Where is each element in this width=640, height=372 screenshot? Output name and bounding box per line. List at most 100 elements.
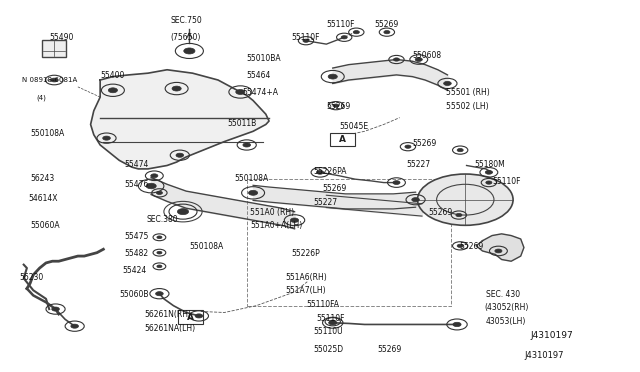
Text: N 08918-6081A: N 08918-6081A xyxy=(22,77,77,83)
Circle shape xyxy=(157,251,162,254)
Text: 55482: 55482 xyxy=(124,249,148,258)
Circle shape xyxy=(353,31,360,34)
Text: (43052(RH): (43052(RH) xyxy=(484,304,529,312)
Text: 551A7(LH): 551A7(LH) xyxy=(285,286,326,295)
Text: (4): (4) xyxy=(36,94,46,100)
Circle shape xyxy=(485,170,492,174)
FancyBboxPatch shape xyxy=(42,40,67,57)
Text: 55501 (RH): 55501 (RH) xyxy=(445,88,490,97)
Text: 550108A: 550108A xyxy=(30,129,64,138)
Circle shape xyxy=(412,198,419,202)
Text: 55269: 55269 xyxy=(428,208,452,217)
Text: 55400: 55400 xyxy=(100,71,125,80)
Text: 55269: 55269 xyxy=(374,20,399,29)
Circle shape xyxy=(172,86,181,91)
Text: 55474+A: 55474+A xyxy=(243,88,278,97)
Circle shape xyxy=(333,104,339,107)
Text: 55110F: 55110F xyxy=(291,33,320,42)
Circle shape xyxy=(176,153,184,157)
Circle shape xyxy=(156,292,163,296)
Text: 55269: 55269 xyxy=(412,140,436,148)
Text: 55476: 55476 xyxy=(124,180,148,189)
Circle shape xyxy=(303,39,309,42)
Text: 55060A: 55060A xyxy=(30,221,60,230)
Circle shape xyxy=(444,81,451,86)
Text: 43053(LH): 43053(LH) xyxy=(486,317,526,326)
Text: 56230: 56230 xyxy=(19,273,44,282)
Text: (75650): (75650) xyxy=(170,33,200,42)
Circle shape xyxy=(495,249,502,253)
Text: 55464: 55464 xyxy=(246,71,271,80)
Text: 55475: 55475 xyxy=(124,232,148,241)
Circle shape xyxy=(453,322,461,327)
Text: 55110FA: 55110FA xyxy=(306,300,339,309)
Circle shape xyxy=(157,236,162,239)
Polygon shape xyxy=(91,70,269,169)
Circle shape xyxy=(384,31,390,34)
Text: 550108A: 550108A xyxy=(234,174,268,183)
Text: A: A xyxy=(186,313,193,322)
Text: 55424: 55424 xyxy=(122,266,147,275)
Circle shape xyxy=(151,174,158,178)
Circle shape xyxy=(405,145,411,148)
Circle shape xyxy=(316,170,324,174)
Text: SEC. 430: SEC. 430 xyxy=(486,290,520,299)
Text: 55474: 55474 xyxy=(124,160,148,169)
Circle shape xyxy=(102,136,110,140)
Text: 55269: 55269 xyxy=(459,242,483,251)
Circle shape xyxy=(243,143,250,147)
Text: 55490: 55490 xyxy=(49,33,74,42)
Text: 55010BA: 55010BA xyxy=(246,54,282,63)
Circle shape xyxy=(341,36,348,39)
Text: 55045E: 55045E xyxy=(339,122,368,131)
Text: 56261N(RH): 56261N(RH) xyxy=(145,310,192,319)
Text: 550108A: 550108A xyxy=(189,242,223,251)
Circle shape xyxy=(417,174,513,225)
Text: 55269: 55269 xyxy=(326,102,351,111)
Text: SEC.380: SEC.380 xyxy=(147,215,179,224)
Circle shape xyxy=(184,48,195,54)
Text: 55110F: 55110F xyxy=(326,20,355,29)
Text: 55227: 55227 xyxy=(406,160,430,169)
Text: 55180M: 55180M xyxy=(474,160,505,169)
Text: 551A0 (RH): 551A0 (RH) xyxy=(250,208,294,217)
Text: 550608: 550608 xyxy=(412,51,442,60)
Text: 55110F: 55110F xyxy=(317,314,346,323)
Text: 55502 (LH): 55502 (LH) xyxy=(445,102,488,111)
Circle shape xyxy=(51,78,58,82)
Text: 55269: 55269 xyxy=(322,184,346,193)
Circle shape xyxy=(330,320,336,323)
Text: 56261NA(LH): 56261NA(LH) xyxy=(145,324,196,333)
Text: SEC.750: SEC.750 xyxy=(170,16,202,25)
Polygon shape xyxy=(476,234,524,261)
Circle shape xyxy=(456,214,462,217)
Circle shape xyxy=(457,244,463,247)
Text: J4310197: J4310197 xyxy=(531,331,573,340)
Text: 551A0+A(LH): 551A0+A(LH) xyxy=(250,221,302,230)
Text: 55226PA: 55226PA xyxy=(314,167,347,176)
Text: 55110F: 55110F xyxy=(492,177,520,186)
Text: 54614X: 54614X xyxy=(28,194,58,203)
Text: 56243: 56243 xyxy=(30,174,54,183)
Circle shape xyxy=(486,181,492,184)
Text: 55269: 55269 xyxy=(378,344,402,353)
Circle shape xyxy=(457,148,463,152)
Text: 55227: 55227 xyxy=(314,198,338,206)
Circle shape xyxy=(393,181,400,185)
Circle shape xyxy=(71,324,79,328)
Circle shape xyxy=(328,74,337,79)
Circle shape xyxy=(394,58,399,61)
Text: 55011B: 55011B xyxy=(228,119,257,128)
Circle shape xyxy=(108,88,118,93)
Circle shape xyxy=(52,307,60,311)
Text: 55226P: 55226P xyxy=(291,249,320,258)
Circle shape xyxy=(291,218,299,222)
Circle shape xyxy=(248,190,258,195)
Circle shape xyxy=(236,90,245,94)
Text: J4310197: J4310197 xyxy=(524,352,563,360)
Text: 551A6(RH): 551A6(RH) xyxy=(285,273,326,282)
Circle shape xyxy=(329,321,337,325)
Text: 55060B: 55060B xyxy=(119,290,148,299)
Circle shape xyxy=(157,265,162,268)
Text: 55025D: 55025D xyxy=(314,344,344,353)
